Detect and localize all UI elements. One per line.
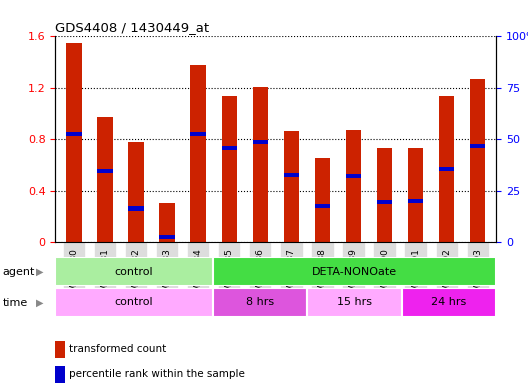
Text: ▶: ▶	[36, 298, 43, 308]
Bar	[67, 43, 82, 242]
Bar	[159, 235, 175, 239]
Bar	[408, 199, 423, 203]
Bar	[439, 96, 455, 242]
Bar	[97, 118, 113, 242]
Text: agent: agent	[3, 267, 35, 277]
Bar	[402, 288, 496, 317]
Text: transformed count: transformed count	[69, 344, 166, 354]
Bar	[67, 132, 82, 136]
Text: percentile rank within the sample: percentile rank within the sample	[69, 369, 245, 379]
Bar	[128, 142, 144, 242]
Bar	[252, 140, 268, 144]
Bar	[346, 130, 361, 242]
Bar	[222, 96, 237, 242]
Bar	[377, 200, 392, 204]
Bar	[408, 148, 423, 242]
Text: 24 hrs: 24 hrs	[431, 297, 467, 308]
Bar	[315, 159, 330, 242]
Bar	[346, 174, 361, 179]
Bar	[159, 204, 175, 242]
Bar	[191, 65, 206, 242]
Bar	[284, 131, 299, 242]
Bar	[252, 86, 268, 242]
Bar	[55, 288, 213, 317]
Bar	[307, 288, 402, 317]
Text: ▶: ▶	[36, 267, 43, 277]
Bar	[284, 173, 299, 177]
Bar	[213, 288, 307, 317]
Text: control: control	[115, 266, 154, 277]
Bar	[55, 257, 213, 286]
Bar	[222, 146, 237, 150]
Bar	[97, 169, 113, 173]
Text: 15 hrs: 15 hrs	[337, 297, 372, 308]
Bar	[128, 207, 144, 210]
Bar	[191, 132, 206, 136]
Bar	[315, 204, 330, 208]
Text: DETA-NONOate: DETA-NONOate	[312, 266, 397, 277]
Text: 8 hrs: 8 hrs	[246, 297, 274, 308]
Bar	[213, 257, 496, 286]
Bar	[470, 79, 485, 242]
Text: GDS4408 / 1430449_at: GDS4408 / 1430449_at	[55, 21, 210, 34]
Bar	[439, 167, 455, 171]
Text: time: time	[3, 298, 28, 308]
Bar	[377, 148, 392, 242]
Bar	[470, 144, 485, 148]
Text: control: control	[115, 297, 154, 308]
